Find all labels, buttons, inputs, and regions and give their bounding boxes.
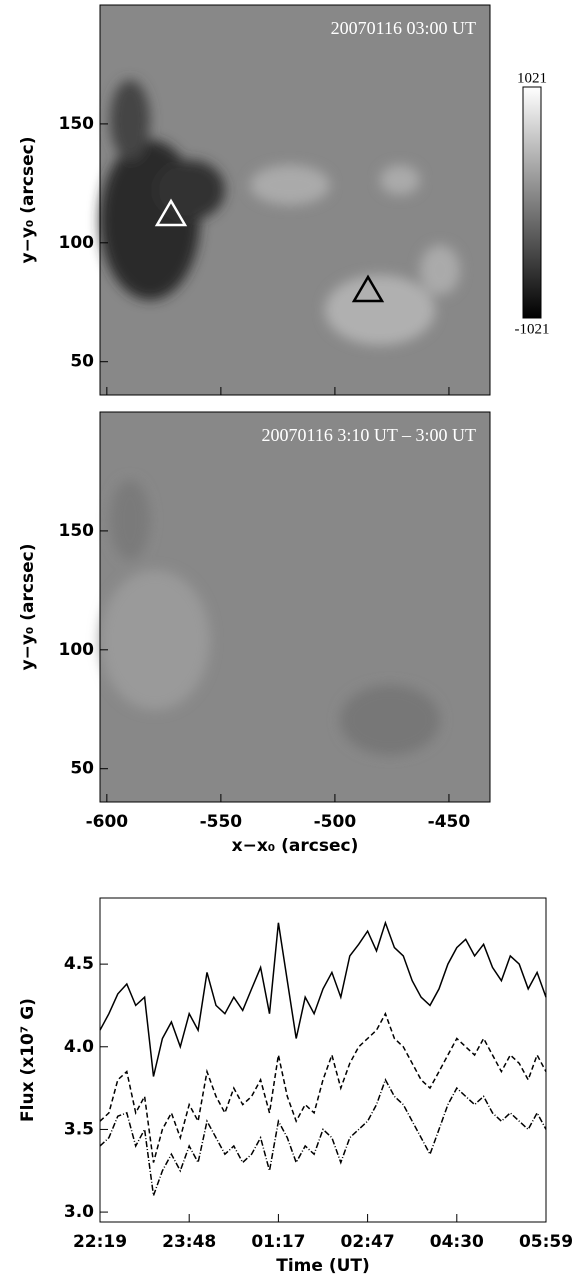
axes-frame (99, 897, 547, 1223)
x-tick-label: 23:48 (162, 1232, 216, 1252)
y-tick-label: 150 (59, 114, 95, 134)
x-axis-label: Time (UT) (276, 1256, 370, 1276)
flux-line (99, 1077, 547, 1196)
y-tick-label: 50 (70, 759, 94, 779)
colorbar-min: -1021 (515, 321, 550, 337)
y-tick-label: 100 (59, 233, 95, 253)
y-axis-label: y−y₀ (arcsec) (18, 544, 38, 671)
panel-title: 20070116 03:00 UT (331, 18, 476, 38)
x-tick-label: 04:30 (430, 1232, 484, 1252)
x-tick-label: -550 (200, 812, 243, 832)
magnetogram (100, 5, 542, 395)
y-axis-label: Flux (x10⁷ G) (18, 998, 38, 1122)
x-tick-label: -500 (314, 812, 357, 832)
axes-frame (99, 4, 491, 396)
plot-frame (99, 897, 547, 1223)
colorbar-max: 1021 (517, 70, 547, 86)
y-tick-label: 3.0 (64, 1202, 94, 1222)
x-tick-label: 05:59 (519, 1232, 573, 1252)
x-tick-label: 01:17 (251, 1232, 305, 1252)
y-tick-label: 4.5 (64, 954, 94, 974)
y-tick-label: 4.0 (64, 1037, 94, 1057)
axes-frame (99, 411, 491, 803)
y-tick-label: 150 (59, 521, 95, 541)
flux-line (99, 1011, 547, 1163)
x-tick-label: -600 (86, 812, 129, 832)
flux-line (99, 920, 547, 1077)
y-tick-label: 50 (70, 352, 94, 372)
panel-title: 20070116 3:10 UT – 3:00 UT (262, 425, 477, 445)
difference-image (100, 412, 490, 802)
y-axis-label: y−y₀ (arcsec) (18, 137, 38, 264)
x-tick-label: 02:47 (341, 1232, 395, 1252)
x-axis-label: x−x₀ (arcsec) (232, 836, 359, 856)
x-tick-label: 22:19 (73, 1232, 127, 1252)
y-tick-label: 3.5 (64, 1119, 94, 1139)
x-tick-label: -450 (428, 812, 471, 832)
y-tick-label: 100 (59, 640, 95, 660)
